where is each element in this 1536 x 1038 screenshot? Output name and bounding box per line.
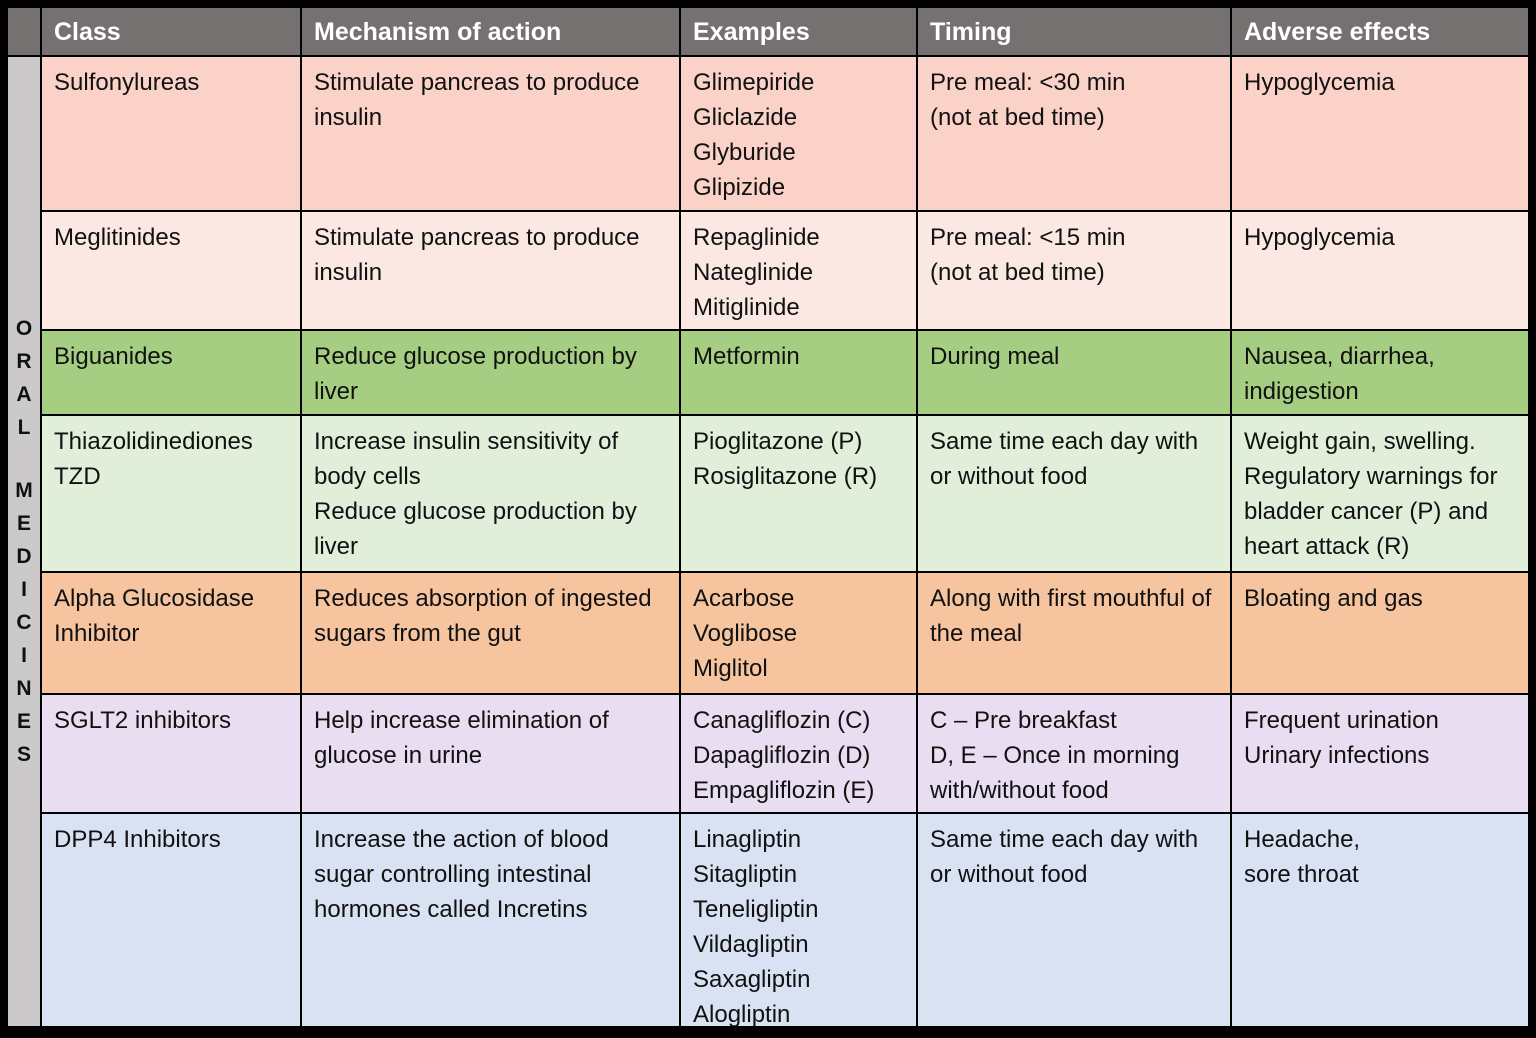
row-1-adverse-cell: Hypoglycemia [1232, 57, 1528, 210]
row-1-examples-cell: Glimepiride Gliclazide Glyburide Glipizi… [681, 57, 916, 210]
row-4-class-cell: Thiazolidinediones TZD [42, 416, 300, 571]
row-5-examples-cell: Acarbose Voglibose Miglitol [681, 573, 916, 693]
row-3-class-cell: Biguanides [42, 331, 300, 414]
row-7-timing-cell: Same time each day with or without food [918, 814, 1230, 1026]
side-label-oral-medicines: O R A L M E D I C I N E S [8, 57, 40, 1026]
column-header-mechanism: Mechanism of action [302, 8, 679, 55]
row-4-examples-cell: Pioglitazone (P) Rosiglitazone (R) [681, 416, 916, 571]
table-corner-cell [8, 8, 40, 55]
row-2-class-cell: Meglitinides [42, 212, 300, 329]
row-7-class-cell: DPP4 Inhibitors [42, 814, 300, 1026]
row-3-mechanism-cell: Reduce glucose production by liver [302, 331, 679, 414]
row-5-class-cell: Alpha Glucosidase Inhibitor [42, 573, 300, 693]
column-header-timing: Timing [918, 8, 1230, 55]
row-5-mechanism-cell: Reduces absorption of ingested sugars fr… [302, 573, 679, 693]
row-6-examples-cell: Canagliflozin (C) Dapagliflozin (D) Empa… [681, 695, 916, 812]
column-header-adverse-effects: Adverse effects [1232, 8, 1528, 55]
column-header-class: Class [42, 8, 300, 55]
row-4-mechanism-cell: Increase insulin sensitivity of body cel… [302, 416, 679, 571]
row-5-timing-cell: Along with first mouthful of the meal [918, 573, 1230, 693]
row-3-timing-cell: During meal [918, 331, 1230, 414]
side-label-oral: O R A L [15, 317, 33, 439]
side-label-medicines: M E D I C I N E S [15, 479, 33, 766]
row-7-adverse-cell: Headache, sore throat [1232, 814, 1528, 1026]
row-6-timing-cell: C – Pre breakfast D, E – Once in morning… [918, 695, 1230, 812]
row-7-mechanism-cell: Increase the action of blood sugar contr… [302, 814, 679, 1026]
row-4-adverse-cell: Weight gain, swelling. Regulatory warnin… [1232, 416, 1528, 571]
row-2-examples-cell: Repaglinide Nateglinide Mitiglinide [681, 212, 916, 329]
row-5-adverse-cell: Bloating and gas [1232, 573, 1528, 693]
row-2-timing-cell: Pre meal: <15 min (not at bed time) [918, 212, 1230, 329]
row-6-class-cell: SGLT2 inhibitors [42, 695, 300, 812]
row-1-class-cell: Sulfonylureas [42, 57, 300, 210]
row-4-timing-cell: Same time each day with or without food [918, 416, 1230, 571]
row-7-examples-cell: Linagliptin Sitagliptin Teneligliptin Vi… [681, 814, 916, 1026]
column-header-examples: Examples [681, 8, 916, 55]
row-2-mechanism-cell: Stimulate pancreas to produce insulin [302, 212, 679, 329]
row-1-mechanism-cell: Stimulate pancreas to produce insulin [302, 57, 679, 210]
oral-medicines-table: Class Mechanism of action Examples Timin… [8, 8, 1528, 1026]
row-1-timing-cell: Pre meal: <30 min (not at bed time) [918, 57, 1230, 210]
row-2-adverse-cell: Hypoglycemia [1232, 212, 1528, 329]
row-3-examples-cell: Metformin [681, 331, 916, 414]
row-6-mechanism-cell: Help increase elimination of glucose in … [302, 695, 679, 812]
row-6-adverse-cell: Frequent urination Urinary infections [1232, 695, 1528, 812]
row-3-adverse-cell: Nausea, diarrhea, indigestion [1232, 331, 1528, 414]
